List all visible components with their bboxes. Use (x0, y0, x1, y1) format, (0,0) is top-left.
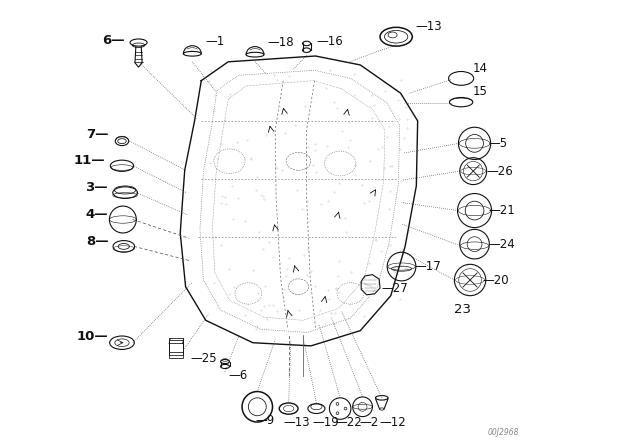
Text: —26: —26 (486, 164, 513, 178)
Text: 4—: 4— (86, 207, 109, 221)
Text: 8—: 8— (86, 234, 109, 248)
Text: —27: —27 (382, 282, 408, 296)
Text: —13: —13 (284, 415, 310, 429)
Text: —20: —20 (482, 273, 509, 287)
Text: —17: —17 (414, 260, 441, 273)
Text: 11—: 11— (74, 154, 105, 167)
Text: —25: —25 (190, 352, 217, 365)
Text: 10—: 10— (77, 330, 109, 344)
Text: 6—: 6— (102, 34, 125, 47)
Text: —18: —18 (268, 36, 294, 49)
Text: 7—: 7— (86, 128, 109, 141)
Text: —5: —5 (488, 137, 507, 150)
Text: —1: —1 (206, 35, 225, 48)
Text: —22: —22 (336, 415, 362, 429)
Text: 23: 23 (454, 302, 472, 316)
Text: —2: —2 (360, 415, 379, 429)
Text: 00J2968: 00J2968 (488, 428, 520, 437)
Text: —12: —12 (379, 415, 406, 429)
Text: 3—: 3— (84, 181, 108, 194)
Text: —24: —24 (488, 237, 515, 251)
Text: —6: —6 (228, 369, 248, 382)
Text: —16: —16 (316, 34, 343, 48)
Text: —19: —19 (312, 415, 339, 429)
Text: 15: 15 (472, 85, 487, 99)
Text: 14: 14 (472, 61, 487, 75)
Text: —13: —13 (415, 20, 442, 34)
Text: —21: —21 (488, 204, 515, 217)
Text: —9: —9 (255, 414, 275, 427)
